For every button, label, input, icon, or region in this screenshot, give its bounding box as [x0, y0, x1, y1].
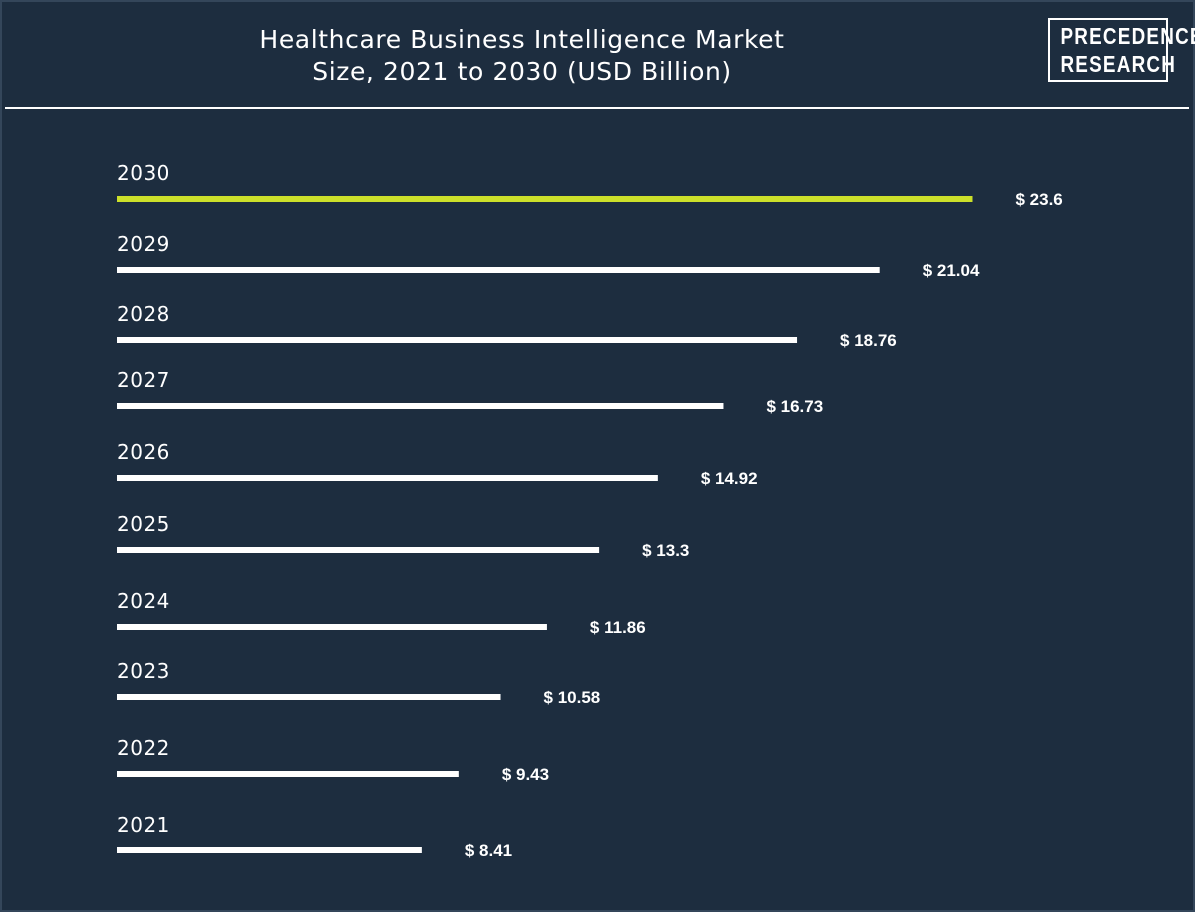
value-label: $ 10.58	[544, 688, 601, 707]
bar	[117, 403, 724, 409]
value-label: $ 8.41	[465, 841, 512, 860]
value-label: $ 13.3	[642, 541, 689, 560]
bar	[117, 337, 798, 343]
bar	[117, 771, 459, 777]
value-label: $ 16.73	[766, 397, 823, 416]
category-label: 2027	[117, 368, 170, 392]
value-label: $ 23.6	[1016, 190, 1063, 209]
bar	[117, 475, 658, 481]
value-label: $ 9.43	[502, 765, 549, 784]
bar	[117, 547, 600, 553]
value-label: $ 21.04	[923, 261, 980, 280]
category-label: 2026	[117, 440, 170, 464]
bar	[117, 267, 880, 273]
bar	[117, 847, 422, 853]
bar	[117, 196, 973, 202]
chart-title-line-2: Size, 2021 to 2030 (USD Billion)	[312, 57, 732, 86]
category-label: 2025	[117, 512, 170, 536]
value-label: $ 14.92	[701, 469, 758, 488]
category-label: 2021	[117, 813, 170, 837]
category-label: 2022	[117, 736, 170, 760]
category-label: 2024	[117, 589, 170, 613]
title-divider	[5, 107, 1189, 109]
bar	[117, 624, 547, 630]
category-label: 2028	[117, 302, 170, 326]
chart-title-line-1: Healthcare Business Intelligence Market	[259, 25, 785, 54]
bar	[117, 694, 501, 700]
value-label: $ 11.86	[590, 618, 646, 637]
chart-title: Healthcare Business Intelligence Market …	[180, 24, 864, 88]
category-label: 2023	[117, 659, 170, 683]
category-label: 2030	[117, 161, 170, 185]
category-label: 2029	[117, 232, 170, 256]
value-label: $ 18.76	[840, 331, 897, 350]
